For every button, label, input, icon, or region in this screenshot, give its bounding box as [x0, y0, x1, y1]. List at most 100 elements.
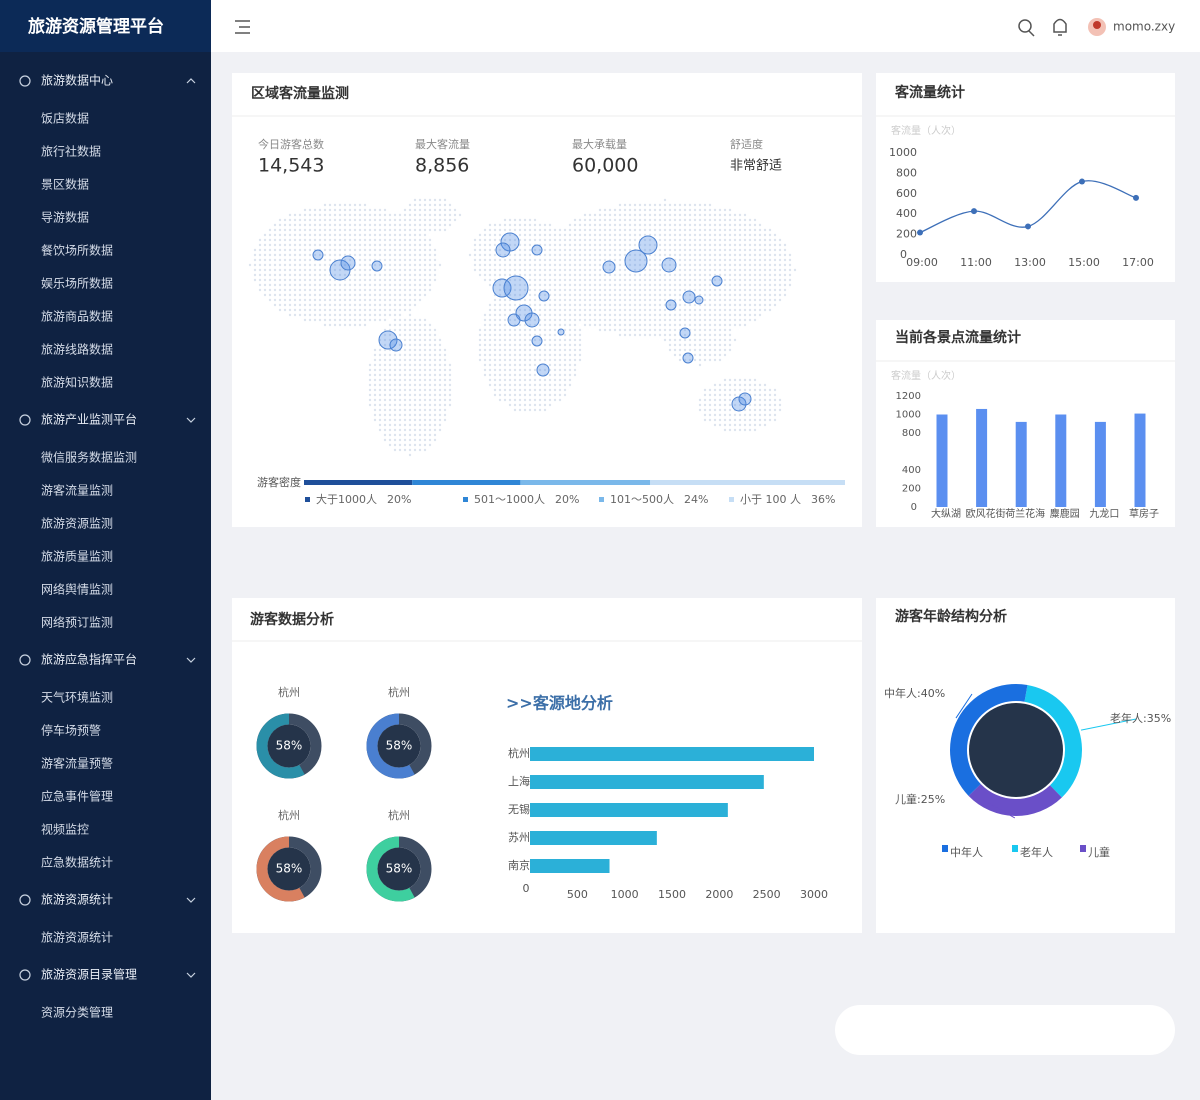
legend-label: 小于 100 人 [740, 493, 801, 506]
search-icon[interactable] [1018, 19, 1035, 37]
menu-item[interactable]: 景区数据 [41, 177, 89, 192]
x-tick-label: 15:00 [1068, 256, 1100, 269]
menu-item[interactable]: 娱乐场所数据 [41, 276, 113, 291]
map-bubble [638, 235, 658, 255]
map-bubble [389, 338, 403, 352]
pie-segment [1024, 685, 1082, 798]
menu-item[interactable]: 旅行社数据 [41, 144, 101, 159]
panel-title: 当前各景点流量统计 [895, 329, 1021, 346]
chevron [186, 897, 196, 903]
menu-item[interactable]: 游客流量预警 [41, 756, 113, 771]
menu-icon [19, 654, 31, 666]
point [1133, 194, 1139, 201]
map-bubble [507, 313, 521, 327]
y-tick-label: 200 [902, 484, 921, 495]
bar [1094, 421, 1106, 507]
pie-label: 老年人:35% [1110, 711, 1171, 725]
x-tick-label: 荷兰花海 [1005, 507, 1045, 520]
menu-item[interactable]: 饭店数据 [41, 111, 89, 126]
pie-center [969, 703, 1063, 797]
map-bubble [665, 299, 677, 311]
menu-item[interactable]: 旅游资源统计 [41, 931, 113, 945]
stat-label: 今日游客总数 [258, 137, 324, 151]
stat-value: 14,543 [258, 155, 324, 177]
bar [976, 408, 988, 507]
menu-item[interactable]: 网络舆情监测 [41, 582, 113, 597]
menu-item[interactable]: 应急数据统计 [41, 855, 113, 870]
legend-value: 20% [387, 493, 411, 506]
chevron [186, 78, 196, 84]
donut-label: 58% [276, 862, 303, 876]
pie-label: 中年人:40% [884, 686, 945, 700]
menu-item[interactable]: 导游数据 [41, 210, 89, 225]
menu-item[interactable]: 资源分类管理 [41, 1005, 113, 1020]
menu-item[interactable]: 旅游线路数据 [41, 342, 113, 357]
axis-label: 客流量（人次） [891, 369, 961, 382]
legend-label: 大于1000人 [316, 492, 377, 506]
y-tick-label: 无锡 [508, 802, 530, 816]
point [1079, 178, 1085, 185]
leader-line [982, 799, 1016, 819]
menu-icon [19, 969, 31, 981]
menu-item[interactable]: 旅游质量监测 [41, 550, 113, 564]
legend-swatch [463, 497, 468, 502]
density-segment [412, 480, 521, 485]
point [971, 208, 977, 215]
user-name[interactable]: momo.zxy [1113, 20, 1175, 34]
leader-line [955, 693, 973, 719]
y-tick-label: 800 [896, 166, 917, 179]
y-tick-label: 200 [896, 228, 917, 241]
menu-group[interactable]: 旅游资源统计 [41, 893, 113, 907]
bell-icon[interactable] [1053, 18, 1067, 36]
map-bubble [738, 392, 752, 406]
blur-blob [835, 1005, 1175, 1055]
donut-arc [256, 836, 305, 902]
donut-label: 58% [386, 739, 413, 753]
stat-label: 舒适度 [730, 137, 763, 151]
bar [530, 747, 814, 761]
menu-item[interactable]: 旅游知识数据 [41, 375, 113, 390]
donut-label: 58% [276, 739, 303, 753]
y-tick-label: 0 [911, 502, 917, 513]
x-tick-label: 11:00 [960, 256, 992, 269]
legend-swatch [942, 845, 948, 852]
menu-group[interactable]: 旅游资源目录管理 [41, 967, 137, 982]
chevron [186, 417, 196, 423]
x-tick-label: 1000 [611, 888, 639, 901]
map-bubble [538, 290, 550, 302]
menu-item[interactable]: 微信服务数据监测 [41, 450, 137, 465]
panel-title: 客流量统计 [894, 84, 965, 101]
pie-label: 儿童:25% [895, 792, 945, 806]
stat-value: 非常舒适 [730, 159, 782, 174]
menu-item[interactable]: 网络预订监测 [41, 615, 113, 630]
menu-item[interactable]: 旅游商品数据 [41, 309, 113, 324]
menu-item[interactable]: 停车场预警 [41, 723, 101, 738]
y-tick-label: 600 [896, 187, 917, 200]
x-tick-label: 欧风花街 [966, 507, 1006, 520]
chart-title: >>客源地分析 [506, 694, 613, 713]
menu-group[interactable]: 旅游产业监测平台 [41, 412, 137, 427]
y-tick-label: 400 [902, 465, 921, 476]
menu-item[interactable]: 旅游资源监测 [41, 517, 113, 531]
donut-arc [256, 713, 305, 779]
menu-toggle[interactable] [235, 20, 250, 34]
sidebar [0, 0, 211, 1100]
map-bubble [536, 363, 550, 377]
menu-item[interactable]: 应急事件管理 [41, 789, 113, 804]
menu-group[interactable]: 旅游数据中心 [41, 73, 113, 88]
menu-icon [19, 894, 31, 906]
legend-value: 24% [684, 493, 708, 506]
legend-swatch [1080, 845, 1086, 852]
x-tick-label: 2000 [705, 888, 733, 901]
y-tick-label: 上海 [508, 774, 530, 788]
donut-center [267, 847, 311, 891]
menu-item[interactable]: 天气环境监测 [41, 690, 113, 705]
menu-group[interactable]: 旅游应急指挥平台 [41, 652, 137, 667]
menu-item[interactable]: 游客流量监测 [41, 483, 113, 498]
panel-title: 游客年龄结构分析 [895, 608, 1007, 625]
panel [232, 598, 862, 933]
density-segment [304, 480, 413, 485]
menu-item[interactable]: 餐饮场所数据 [41, 243, 113, 258]
menu-item[interactable]: 视频监控 [41, 822, 89, 837]
map-bubble [340, 255, 356, 271]
